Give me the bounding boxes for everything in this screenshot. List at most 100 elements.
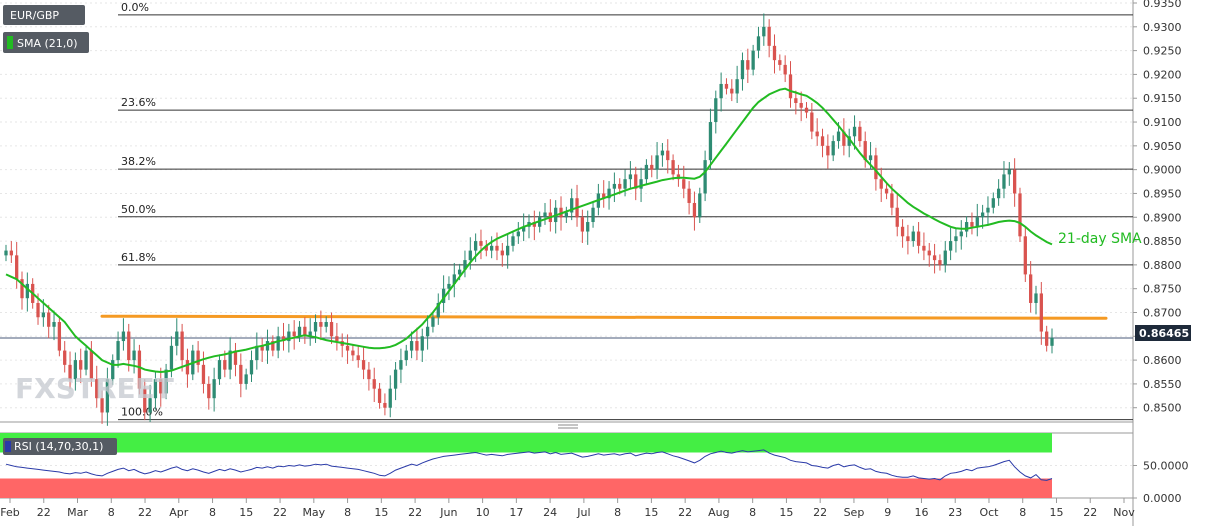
- candle-up: [591, 207, 595, 223]
- candle-down: [479, 241, 483, 246]
- candle-down: [500, 250, 504, 256]
- candle-up: [756, 36, 761, 51]
- candle-up: [313, 322, 318, 332]
- rsi-line: [5, 449, 1053, 481]
- candle-up: [84, 350, 88, 370]
- rsi-indicator-badge[interactable]: [3, 438, 117, 455]
- candle-up: [644, 164, 649, 180]
- rsi-tick-label: 0.0000: [1143, 492, 1182, 505]
- sma-indicator-badge[interactable]: [3, 32, 89, 53]
- candle-down: [319, 322, 323, 327]
- candle-down: [650, 164, 654, 170]
- candle-down: [692, 202, 697, 218]
- candle-down: [484, 245, 488, 251]
- time-tick-label: 8: [344, 506, 351, 519]
- candle-down: [858, 126, 862, 142]
- price-tick-label: 0.9100: [1143, 116, 1182, 129]
- candle-up: [980, 212, 985, 218]
- fib-label: 0.0%: [121, 1, 149, 14]
- candle-up: [255, 345, 259, 361]
- candle-up: [121, 331, 126, 342]
- price-tick-label: 0.9250: [1143, 45, 1182, 58]
- candle-down: [271, 341, 275, 351]
- candle-down: [335, 336, 339, 342]
- time-tick-label: 10: [476, 506, 490, 519]
- candle-up: [852, 126, 857, 137]
- candle-down: [671, 160, 675, 175]
- current-price-label: 0.86465: [1139, 327, 1189, 340]
- price-tick-label: 0.8850: [1143, 235, 1182, 248]
- candle-up: [586, 222, 590, 232]
- candle-down: [879, 179, 883, 189]
- instrument-badge[interactable]: [3, 5, 85, 25]
- candle-up: [212, 379, 216, 399]
- candle-up: [463, 260, 467, 270]
- candle-up: [452, 274, 456, 284]
- time-tick-label: 16: [914, 506, 928, 519]
- candle-down: [127, 331, 131, 361]
- candle-down: [1023, 236, 1027, 275]
- candle-up: [506, 245, 510, 256]
- candle-up: [116, 341, 120, 361]
- rsi-panel: Feb 22 Mar 8 22 Apr 8 15 22 May 8 15 22 Jun 10 17 24 Jul 8…: [0, 432, 1189, 519]
- candle-up: [623, 179, 627, 189]
- candle-up: [1002, 174, 1006, 189]
- candle-down: [180, 331, 184, 361]
- candle-down: [292, 331, 296, 337]
- candle-up: [164, 369, 168, 394]
- candle-down: [634, 174, 638, 189]
- rsi-tick-label: 50.0000: [1143, 460, 1189, 473]
- candle-up: [708, 122, 713, 161]
- candle-up: [132, 350, 136, 361]
- sma-annotation: 21-day SMA: [1058, 231, 1142, 247]
- candle-down: [47, 312, 51, 327]
- candle-up: [436, 302, 440, 318]
- candle-down: [223, 360, 227, 370]
- sma-21-line: [5, 87, 1053, 374]
- candle-up: [522, 226, 526, 232]
- candle-up: [570, 198, 574, 213]
- time-tick-label: 15: [1049, 506, 1063, 519]
- candle-down: [20, 279, 24, 299]
- price-tick-label: 0.9200: [1143, 68, 1182, 81]
- candle-down: [239, 364, 243, 384]
- candle-up: [409, 341, 414, 351]
- candle-down: [804, 107, 809, 113]
- candle-down: [36, 302, 40, 318]
- candle-down: [356, 355, 360, 361]
- candle-up: [1050, 337, 1054, 346]
- candle-down: [159, 379, 163, 394]
- candle-down: [783, 64, 787, 75]
- candle-up: [660, 150, 665, 156]
- candle-down: [532, 222, 536, 227]
- time-tick-label: Mar: [67, 506, 88, 519]
- time-tick-label: Sep: [844, 506, 865, 519]
- candle-down: [196, 350, 200, 365]
- candle-down: [916, 231, 921, 246]
- candle-down: [233, 350, 238, 365]
- candle-up: [473, 241, 478, 251]
- candle-down: [666, 150, 670, 161]
- candle-down: [788, 74, 793, 99]
- candle-up: [954, 236, 958, 242]
- time-tick-label: 22: [138, 506, 152, 519]
- time-tick-label: Jul: [576, 506, 590, 519]
- panel-resize-handle[interactable]: [558, 424, 578, 429]
- candle-down: [95, 379, 99, 399]
- candle-up: [655, 155, 659, 170]
- candle-up: [996, 188, 1001, 199]
- rsi-color-swatch: [5, 441, 11, 452]
- price-tick-label: 0.9050: [1143, 140, 1182, 153]
- time-tick-label: 9: [884, 506, 891, 519]
- watermark-logo: FXSTREET: [15, 372, 174, 405]
- candle-down: [351, 350, 355, 356]
- time-tick-label: 15: [779, 506, 793, 519]
- candle-up: [249, 360, 254, 375]
- candle-down: [772, 45, 777, 61]
- candle-up: [457, 269, 462, 275]
- time-tick-label: Jun: [439, 506, 457, 519]
- overlay: EUR/GBP SMA (21,0) RSI (14,70,30,1) 21-d…: [3, 5, 1191, 455]
- candle-up: [324, 322, 328, 327]
- candle-up: [564, 212, 569, 218]
- time-tick-label: 15: [239, 506, 253, 519]
